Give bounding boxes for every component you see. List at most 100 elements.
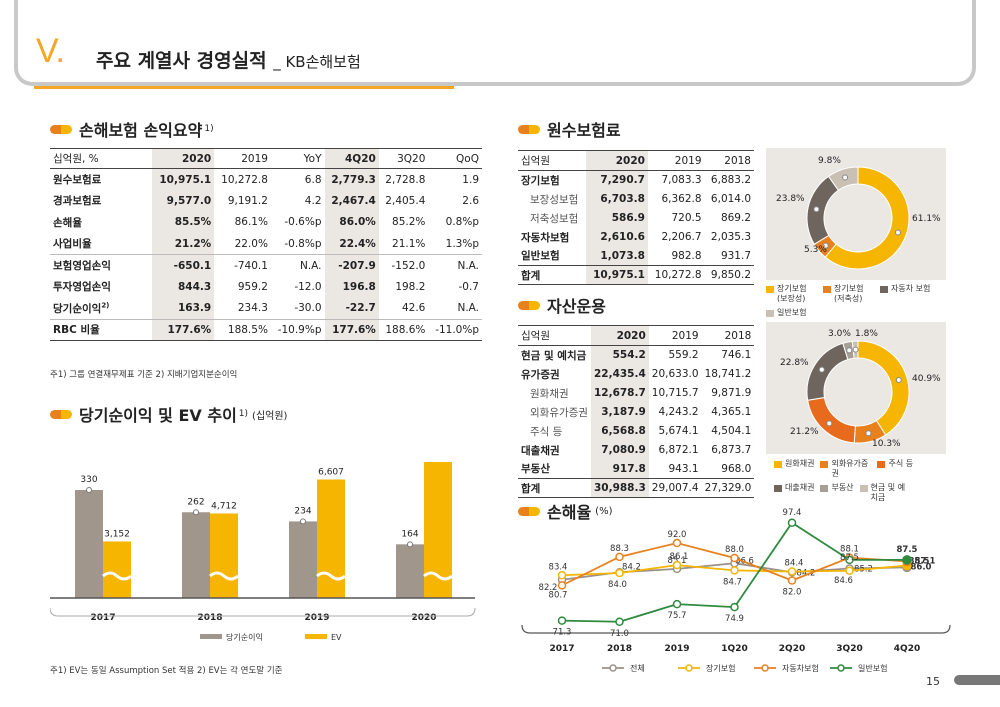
bar-ev <box>103 541 131 598</box>
bar-break <box>423 571 453 581</box>
row-label: 합계 <box>518 478 591 498</box>
x-tick-label: 2Q20 <box>779 644 805 654</box>
legend-swatch <box>880 286 888 293</box>
table-cell: 6,883.2 <box>710 174 751 187</box>
row-label: 원화채권 <box>530 387 569 400</box>
bar-break <box>316 571 346 581</box>
legend-label: 일반보험 <box>777 308 807 317</box>
legend-marker <box>685 664 693 672</box>
row-label-sup: 2) <box>101 301 110 309</box>
table-cell: 6,703.8 <box>585 189 648 209</box>
table-row: 원화채권 12,678.7 10,715.7 9,871.9 <box>518 383 754 403</box>
row-label: 일반보험 <box>521 250 560 263</box>
table-cell: 42.6 <box>378 297 429 320</box>
axis-bracket <box>50 607 476 617</box>
table-cell: 9,191.2 <box>227 194 268 207</box>
x-tick-label: 2018 <box>607 644 632 654</box>
bullet-icon <box>50 124 72 134</box>
row-label: 원수보험료 <box>53 174 102 186</box>
slice-marker <box>818 366 825 373</box>
table-cell: 844.3 <box>152 276 215 298</box>
data-point <box>787 518 797 527</box>
data-label: 82.2 <box>539 583 558 593</box>
table-cell: 7,083.3 <box>661 174 702 187</box>
data-point <box>557 616 567 625</box>
legend-item: 자동차 보험 <box>880 284 930 304</box>
table-row: 자동차보험 2,610.6 2,206.7 2,035.3 <box>518 227 754 247</box>
header-cell: 2018 <box>701 325 755 346</box>
bar-net-income-label: 164 <box>401 529 418 539</box>
legend-label: 장기보험 (저축성) <box>834 284 864 303</box>
table-cell: 869.2 <box>720 212 751 224</box>
table-cell: 85.2% <box>392 216 426 229</box>
legend-item: 외화유가증권 <box>820 459 871 479</box>
bar-net-income-label: 234 <box>294 506 311 516</box>
data-label: 87.5 <box>840 553 859 563</box>
table-cell: 2,206.7 <box>661 231 702 243</box>
table-cell: -22.7 <box>324 297 379 320</box>
data-point <box>672 599 682 609</box>
data-label: 84.6 <box>834 576 853 586</box>
table-cell: 959.2 <box>237 280 268 293</box>
table-cell: 10,272.8 <box>221 173 268 186</box>
legend-label: 자동차 보험 <box>891 284 931 293</box>
legend-swatch <box>200 634 222 639</box>
table-row: 현금 및 예치금 554.2 559.2 746.1 <box>518 345 754 365</box>
table-row: 대출채권 7,080.9 6,872.1 6,873.7 <box>518 440 754 460</box>
page-number: 15 <box>926 675 940 688</box>
data-label: 74.9 <box>725 614 744 624</box>
bar-net-income <box>289 521 317 598</box>
table-cell: N.A. <box>428 297 482 320</box>
pl-title-sup: 1) <box>204 124 214 134</box>
x-axis <box>521 624 951 634</box>
data-point <box>730 553 739 563</box>
table-row: 저축성보험 586.9 720.5 869.2 <box>518 208 754 228</box>
table-cell: 196.8 <box>324 276 379 298</box>
legend-label: 일반보험 <box>858 664 887 673</box>
table-cell: 10,272.8 <box>647 265 705 285</box>
page-subtitle: _ KB손해보험 <box>273 53 361 71</box>
legend-label: 현금 및 예치금 <box>870 483 906 502</box>
data-label: 84.2 <box>797 568 816 578</box>
legend-swatch <box>766 286 774 293</box>
table-total-row: 합계 10,975.1 10,272.8 9,850.2 <box>518 265 754 285</box>
legend-marker <box>609 664 617 672</box>
ni-title: 당기순이익 및 EV 추이 <box>79 406 237 425</box>
bar-marker <box>407 541 413 548</box>
table-row: 장기보험 7,290.7 7,083.3 6,883.2 <box>518 170 754 190</box>
assets-donut-chart: 40.9% 10.3% 21.2% 22.8% 3.0% 1.8% <box>780 329 941 449</box>
table-cell: 586.9 <box>585 208 648 228</box>
legend-swatch <box>859 485 868 492</box>
data-point <box>787 576 797 585</box>
slice-marker <box>846 347 853 354</box>
table-cell: -0.7 <box>458 280 480 293</box>
table-row: 보험영업손익 -650.1 -740.1 N.A. -207.9 -152.0 N.A. <box>50 254 482 276</box>
table-cell: 22.0% <box>214 233 271 255</box>
data-label: 84.2 <box>622 562 641 572</box>
data-label: 87.5 <box>897 545 918 555</box>
slice-marker <box>842 174 849 181</box>
row-label: 합계 <box>518 265 586 285</box>
table-cell: 86.0% <box>324 211 379 233</box>
table-cell: 2,779.3 <box>324 168 379 190</box>
bar-break <box>209 571 239 581</box>
row-label: RBC 비율 <box>50 319 152 341</box>
legend-swatch <box>820 461 829 468</box>
row-label: 주식 등 <box>530 425 563 438</box>
slice-marker <box>895 377 902 384</box>
data-label: 83.4 <box>549 562 568 572</box>
x-tick-label: 2019 <box>304 613 329 623</box>
x-tick-label: 2017 <box>90 613 115 623</box>
table-row: 유가증권 22,435.4 20,633.0 18,741.2 <box>518 364 754 384</box>
donut-slice <box>824 166 910 270</box>
table-cell: -0.6%p <box>284 216 322 229</box>
bar-group-2019: 234 6,607 2019 <box>289 468 346 623</box>
table-cell: 2,405.4 <box>385 194 426 207</box>
row-label: 손해율 <box>53 216 82 229</box>
data-point <box>730 566 739 575</box>
legend-label: 대출채권 <box>785 483 815 492</box>
table-row: 부동산 917.8 943.1 968.0 <box>518 459 754 479</box>
row-label: 외화유가증권 <box>530 406 588 419</box>
bar-marker <box>193 509 199 516</box>
row-label: 투자영업손익 <box>53 281 111 294</box>
